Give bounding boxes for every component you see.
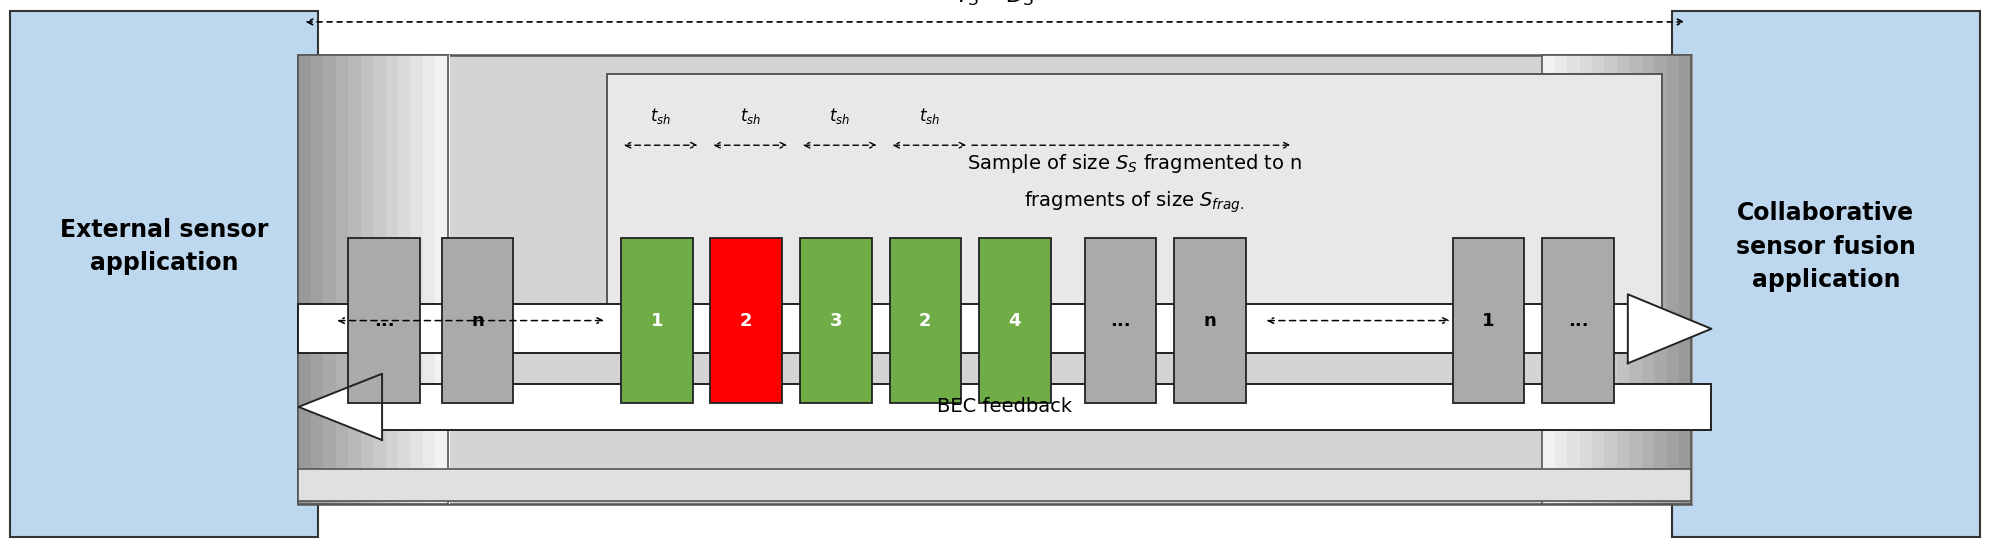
- Bar: [422, 55, 438, 504]
- Bar: [1541, 55, 1691, 504]
- Bar: [1615, 55, 1631, 504]
- Bar: [1591, 55, 1605, 504]
- Text: $T_S = D_S$: $T_S = D_S$: [955, 0, 1034, 8]
- Bar: [386, 55, 400, 504]
- Bar: [298, 304, 1627, 353]
- Text: 1: 1: [650, 312, 662, 329]
- Bar: [1084, 238, 1156, 403]
- Bar: [298, 55, 312, 504]
- Bar: [1174, 238, 1245, 403]
- Bar: [298, 55, 1691, 504]
- Bar: [322, 55, 338, 504]
- Bar: [298, 55, 448, 504]
- Bar: [1452, 238, 1524, 403]
- Text: ...: ...: [1110, 312, 1130, 329]
- Bar: [382, 384, 1711, 430]
- Bar: [360, 55, 374, 504]
- Bar: [621, 238, 692, 403]
- Bar: [607, 74, 1661, 315]
- Bar: [298, 469, 1691, 501]
- Bar: [1603, 55, 1619, 504]
- Bar: [10, 11, 318, 537]
- Text: ...: ...: [1567, 312, 1587, 329]
- Text: 1: 1: [1482, 312, 1494, 329]
- Text: n: n: [471, 312, 483, 329]
- Text: Collaborative
sensor fusion
application: Collaborative sensor fusion application: [1734, 201, 1915, 292]
- Text: $t_{sh}$: $t_{sh}$: [740, 106, 760, 126]
- Text: Sample of size $S_S$ fragmented to n
fragments of size $S_{frag.}$: Sample of size $S_S$ fragmented to n fra…: [967, 152, 1301, 215]
- Bar: [1567, 55, 1581, 504]
- Bar: [710, 238, 782, 403]
- Bar: [336, 55, 350, 504]
- Bar: [1667, 55, 1681, 504]
- Bar: [1653, 55, 1669, 504]
- Text: $t_{sh}$: $t_{sh}$: [919, 106, 939, 126]
- Bar: [1579, 55, 1593, 504]
- Bar: [1541, 55, 1555, 504]
- Text: $t_{sh}$: $t_{sh}$: [829, 106, 849, 126]
- Bar: [442, 238, 513, 403]
- Bar: [436, 55, 450, 504]
- Text: ...: ...: [374, 312, 394, 329]
- Bar: [1671, 11, 1979, 537]
- Text: External sensor
application: External sensor application: [60, 218, 269, 275]
- Bar: [979, 238, 1050, 403]
- Bar: [1541, 238, 1613, 403]
- Bar: [1553, 55, 1567, 504]
- Bar: [1641, 55, 1655, 504]
- Bar: [410, 55, 426, 504]
- Text: n: n: [1203, 312, 1215, 329]
- Polygon shape: [298, 374, 382, 440]
- Bar: [1679, 55, 1693, 504]
- Bar: [310, 55, 324, 504]
- Text: 2: 2: [740, 312, 752, 329]
- Bar: [1629, 55, 1643, 504]
- Bar: [800, 238, 871, 403]
- Text: 3: 3: [829, 312, 841, 329]
- Bar: [374, 55, 388, 504]
- Text: $t_{sh}$: $t_{sh}$: [650, 106, 670, 126]
- Bar: [348, 238, 420, 403]
- Polygon shape: [1627, 294, 1711, 363]
- Text: BEC feedback: BEC feedback: [937, 397, 1072, 416]
- Bar: [398, 55, 412, 504]
- Bar: [348, 55, 362, 504]
- Text: 4: 4: [1008, 312, 1020, 329]
- Bar: [889, 238, 961, 403]
- Text: 2: 2: [919, 312, 931, 329]
